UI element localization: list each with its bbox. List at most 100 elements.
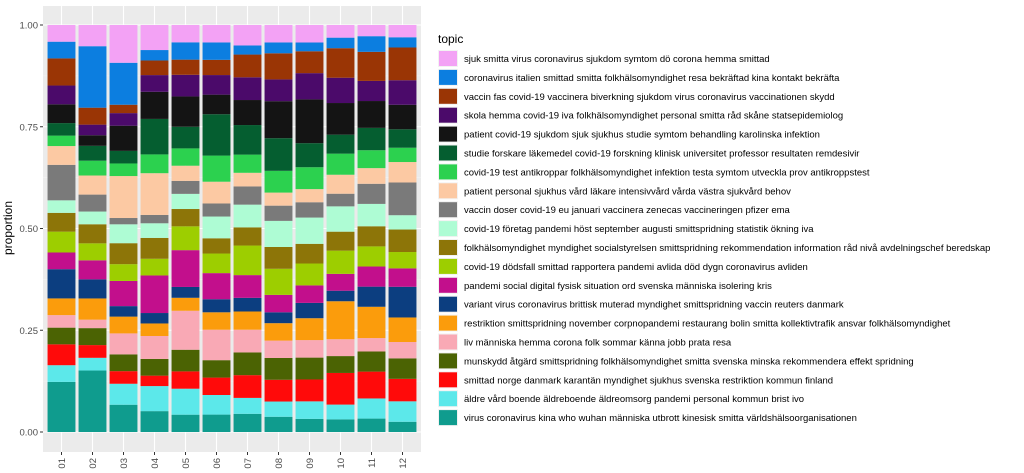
bar-segment-07-topic-2: [233, 397, 262, 414]
bar-segment-04-topic-7: [140, 313, 169, 324]
bar-segment-11-topic-15: [357, 127, 386, 151]
bar-segment-07-topic-15: [233, 125, 262, 155]
bar-segment-10-topic-12: [326, 193, 355, 207]
legend-key-swatch: [439, 145, 457, 161]
legend-key-swatch: [439, 372, 457, 388]
bars: [47, 25, 417, 432]
bar-segment-11-topic-10: [357, 226, 386, 247]
bar-segment-01-topic-5: [47, 315, 76, 328]
legend-key-swatch: [439, 51, 457, 66]
bar-segment-07-topic-17: [233, 77, 262, 101]
bar-segment-05-topic-8: [171, 250, 200, 287]
bar-segment-05-topic-11: [171, 193, 200, 210]
legend-entry-label: covid-19 dödsfall smittad rapportera pan…: [464, 262, 808, 273]
bar-segment-09-topic-2: [295, 401, 324, 419]
bar-segment-09-topic-14: [295, 167, 324, 190]
bar-segment-11-topic-13: [357, 168, 386, 184]
bar-segment-12-topic-9: [388, 252, 417, 269]
bar-segment-12-topic-12: [388, 182, 417, 216]
bar-segment-05-topic-19: [171, 42, 200, 60]
legend-entry-label: munskydd åtgärd smittspridning folkhälso…: [464, 356, 914, 367]
bar-segment-03-topic-8: [109, 280, 138, 307]
bar-segment-02-topic-1: [78, 370, 107, 432]
bar-segment-10-topic-13: [326, 174, 355, 194]
bar-segment-11-topic-2: [357, 398, 386, 419]
bar-segment-06-topic-13: [202, 181, 231, 204]
bar-segment-09-topic-12: [295, 202, 324, 218]
bar-segment-08-topic-1: [264, 416, 293, 432]
bar-segment-08-topic-13: [264, 192, 293, 206]
bar-segment-03-topic-4: [109, 354, 138, 372]
bar-segment-12-topic-7: [388, 286, 417, 318]
bar-segment-08-topic-2: [264, 401, 293, 417]
bar-segment-11-topic-14: [357, 150, 386, 169]
bar-segment-05-topic-16: [171, 96, 200, 127]
bar-segment-07-topic-1: [233, 413, 262, 432]
legend-entry-label: folkhälsomyndighet myndighet socialstyre…: [464, 243, 990, 254]
bar-segment-10-topic-3: [326, 372, 355, 405]
bar-segment-06-topic-5: [202, 329, 231, 361]
legend-key-swatch: [439, 88, 457, 104]
bar-segment-08-topic-10: [264, 247, 293, 269]
legend-entry-label: coronavirus italien smittad smitta folkh…: [464, 73, 840, 84]
y-tick-label: 0.25: [20, 326, 39, 337]
legend-entry-label: äldre vård boende äldreboende äldreomsor…: [464, 394, 804, 405]
bar-segment-12-topic-4: [388, 358, 417, 379]
legend-key-swatch: [439, 258, 457, 274]
bar-segment-10-topic-7: [326, 290, 355, 302]
bar-segment-01-topic-19: [47, 41, 76, 59]
bar-segment-01-topic-9: [47, 231, 76, 253]
bar-segment-10-topic-4: [326, 356, 355, 373]
bar-segment-10-topic-19: [326, 37, 355, 49]
bar-segment-02-topic-14: [78, 160, 107, 176]
bar-segment-12-topic-10: [388, 229, 417, 253]
bar-segment-05-topic-10: [171, 209, 200, 227]
bar-segment-12-topic-1: [388, 421, 417, 432]
bar-segment-07-topic-16: [233, 100, 262, 126]
bar-segment-04-topic-19: [140, 50, 169, 61]
bar-segment-03-topic-9: [109, 264, 138, 281]
bar-segment-09-topic-15: [295, 143, 324, 168]
bar-segment-12-topic-14: [388, 147, 417, 163]
bar-segment-08-topic-18: [264, 53, 293, 80]
bar-segment-10-topic-2: [326, 404, 355, 420]
bar-segment-08-topic-3: [264, 379, 293, 402]
x-tick-label: 10: [336, 458, 347, 469]
legend-entry-label: patient covid-19 sjukdom sjuk sjukhus st…: [464, 130, 820, 141]
bar-segment-08-topic-19: [264, 42, 293, 54]
bar-segment-06-topic-11: [202, 216, 231, 239]
legend-entry-label: liv människa hemma corona folk sommar kä…: [464, 338, 732, 349]
x-tick-label: 09: [305, 458, 316, 469]
bar-segment-01-topic-15: [47, 123, 76, 136]
bar-segment-10-topic-9: [326, 250, 355, 274]
bar-segment-03-topic-11: [109, 224, 138, 244]
bar-segment-03-topic-16: [109, 125, 138, 151]
bar-segment-04-topic-11: [140, 223, 169, 238]
bar-segment-02-topic-11: [78, 211, 107, 225]
legend-entry-label: variant virus coronavirus brittisk muter…: [464, 300, 844, 311]
bar-segment-12-topic-20: [388, 25, 417, 38]
bar-segment-01-topic-6: [47, 298, 76, 316]
bar-segment-01-topic-14: [47, 135, 76, 147]
bar-segment-07-topic-12: [233, 186, 262, 205]
legend-entry-label: restriktion smittspridning november corp…: [464, 319, 951, 330]
bar-segment-10-topic-17: [326, 77, 355, 104]
legend-key-swatch: [439, 221, 457, 237]
legend-key-swatch: [439, 69, 457, 85]
bar-segment-04-topic-18: [140, 60, 169, 76]
legend-entry-label: skola hemma covid-19 iva folkhälsomyndig…: [464, 111, 843, 122]
bar-segment-06-topic-8: [202, 273, 231, 300]
legend-key-swatch: [439, 391, 457, 407]
bar-segment-04-topic-5: [140, 335, 169, 359]
legend-key-swatch: [439, 410, 457, 426]
x-tick-label: 06: [212, 458, 223, 469]
bar-segment-03-topic-13: [109, 176, 138, 219]
bar-segment-10-topic-20: [326, 25, 355, 38]
bar-segment-06-topic-9: [202, 253, 231, 274]
bar-segment-07-topic-19: [233, 45, 262, 55]
bar-segment-05-topic-14: [171, 148, 200, 166]
bar-segment-01-topic-4: [47, 327, 76, 345]
bar-segment-04-topic-1: [140, 411, 169, 432]
bar-segment-07-topic-4: [233, 352, 262, 376]
